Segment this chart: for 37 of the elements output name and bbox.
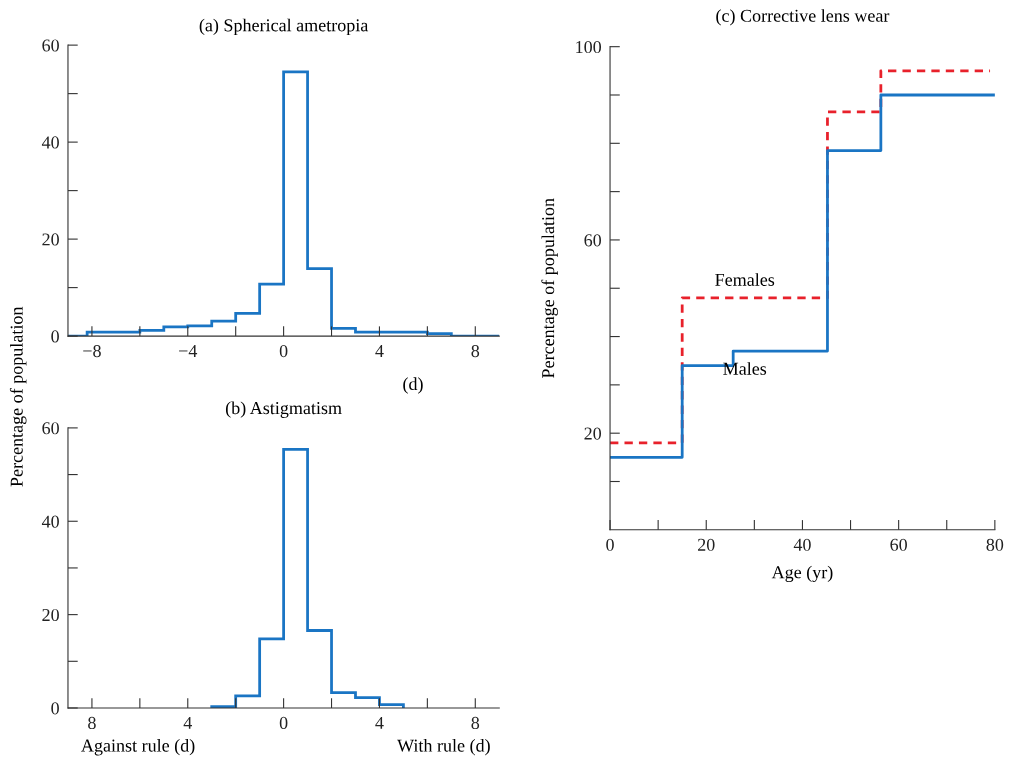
- y-tick-label: 0: [51, 702, 59, 715]
- x-axis-title: Age (yr): [771, 565, 833, 583]
- x-tick-label: 60: [890, 538, 907, 551]
- x-tick-label: 20: [698, 538, 715, 551]
- y-tick-label: 20: [584, 427, 602, 440]
- x-tick-label: 0: [606, 538, 614, 551]
- y-tick-label: 100: [576, 40, 602, 54]
- x-tick-label: 80: [986, 538, 1004, 551]
- chart-title: (c) Corrective lens wear: [716, 9, 890, 26]
- text: Against rule (d): [81, 738, 195, 756]
- x-tick-label: 4: [183, 716, 192, 729]
- y-tick-label: 20: [42, 608, 59, 622]
- y-tick-label: 60: [42, 39, 59, 52]
- x-tick-label: 0: [279, 716, 288, 730]
- x-tick-label: −8: [83, 344, 101, 358]
- y-tick-label: 40: [41, 515, 59, 528]
- y-tick-label: 0: [51, 330, 59, 343]
- y-axis-title: Percentage of population: [541, 198, 558, 378]
- chart-title: (b) Astigmatism: [225, 401, 342, 418]
- x-tick-label: 40: [793, 538, 811, 551]
- y-tick-label: 40: [41, 136, 59, 149]
- text: With rule (d): [397, 739, 490, 756]
- series-label: Females: [715, 273, 775, 286]
- x-tick-label: 4: [375, 716, 384, 729]
- y-tick-label: 20: [42, 233, 59, 246]
- x-tick-label: 8: [471, 344, 480, 358]
- x-tick-label: −4: [179, 345, 198, 357]
- y-tick-label: 60: [584, 234, 602, 247]
- text: (d): [403, 377, 423, 394]
- x-tick-label: 4: [375, 345, 384, 357]
- x-tick-label: 0: [279, 344, 288, 358]
- y-tick-label: 60: [42, 422, 59, 435]
- y-axis-title: Percentage of population: [9, 306, 27, 487]
- series-label: Males: [723, 362, 767, 375]
- x-tick-label: 8: [88, 716, 96, 730]
- chart-title: (a) Spherical ametropia: [199, 18, 369, 36]
- x-tick-label: 8: [471, 716, 480, 730]
